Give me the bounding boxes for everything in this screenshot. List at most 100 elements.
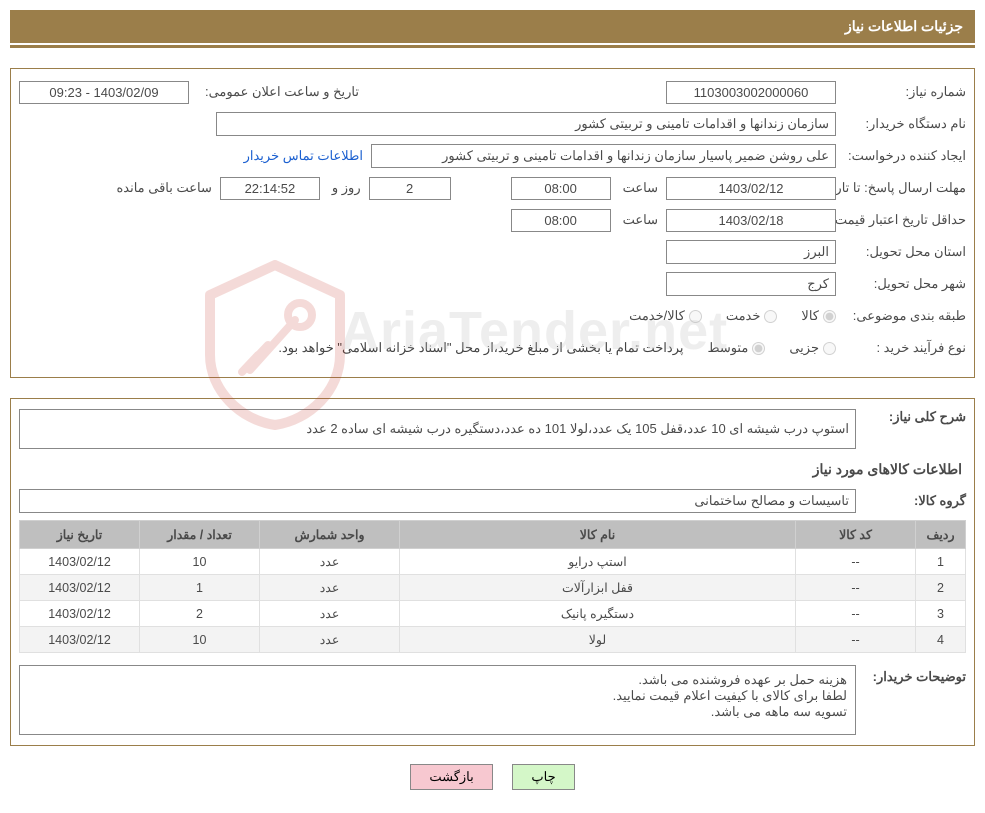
row-buyer-org: نام دستگاه خریدار: سازمان زندانها و اقدا… bbox=[19, 111, 966, 137]
row-price-valid: حداقل تاریخ اعتبار قیمت: تا تاریخ: 1403/… bbox=[19, 207, 966, 233]
value-buyer-org: سازمان زندانها و اقدامات تامینی و تربیتی… bbox=[216, 112, 836, 136]
radio-service-input bbox=[764, 310, 777, 323]
label-need-number: شماره نیاز: bbox=[836, 84, 966, 100]
value-countdown: 22:14:52 bbox=[220, 177, 320, 200]
purchase-note: پرداخت تمام یا بخشی از مبلغ خرید،از محل … bbox=[278, 340, 683, 356]
radio-goods-service[interactable]: کالا/خدمت bbox=[629, 308, 702, 324]
label-city: شهر محل تحویل: bbox=[836, 276, 966, 292]
cell-name: دستگیره پانیک bbox=[400, 601, 796, 627]
radio-medium-input bbox=[752, 342, 765, 355]
cell-date: 1403/02/12 bbox=[20, 601, 140, 627]
value-deadline-time: 08:00 bbox=[511, 177, 611, 200]
buyer-note-line: هزینه حمل بر عهده فروشنده می باشد. bbox=[28, 672, 847, 688]
radio-small-label: جزیی bbox=[789, 340, 819, 356]
value-announce: 1403/02/09 - 09:23 bbox=[19, 81, 189, 104]
label-time-1: ساعت bbox=[619, 180, 658, 196]
cell-code: -- bbox=[796, 601, 916, 627]
radio-goods-service-input bbox=[689, 310, 702, 323]
cell-code: -- bbox=[796, 549, 916, 575]
cell-n: 4 bbox=[916, 627, 966, 653]
label-group: گروه کالا: bbox=[856, 493, 966, 509]
radio-goods-label: کالا bbox=[801, 308, 819, 324]
value-requester: علی روشن ضمیر پاسیار سازمان زندانها و اق… bbox=[371, 144, 836, 168]
cell-qty: 10 bbox=[140, 627, 260, 653]
items-table: ردیف کد کالا نام کالا واحد شمارش تعداد /… bbox=[19, 520, 966, 653]
value-province: البرز bbox=[666, 240, 836, 264]
row-deadline: مهلت ارسال پاسخ: تا تاریخ: 1403/02/12 سا… bbox=[19, 175, 966, 201]
label-buyer-notes: توضیحات خریدار: bbox=[856, 665, 966, 735]
radio-goods-input bbox=[823, 310, 836, 323]
radio-goods-service-label: کالا/خدمت bbox=[629, 308, 685, 324]
radio-small[interactable]: جزیی bbox=[789, 340, 836, 356]
cell-qty: 10 bbox=[140, 549, 260, 575]
radio-goods[interactable]: کالا bbox=[801, 308, 836, 324]
th-row: ردیف bbox=[916, 521, 966, 549]
table-row: 2 -- قفل ابزارآلات عدد 1 1403/02/12 bbox=[20, 575, 966, 601]
th-name: نام کالا bbox=[400, 521, 796, 549]
cell-n: 2 bbox=[916, 575, 966, 601]
label-province: استان محل تحویل: bbox=[836, 244, 966, 260]
label-buyer-org: نام دستگاه خریدار: bbox=[836, 116, 966, 132]
cell-name: قفل ابزارآلات bbox=[400, 575, 796, 601]
link-buyer-contact[interactable]: اطلاعات تماس خریدار bbox=[244, 148, 363, 164]
label-time-2: ساعت bbox=[619, 212, 658, 228]
row-category: طبقه بندی موضوعی: کالا خدمت کالا/خدمت bbox=[19, 303, 966, 329]
buyer-note-line: تسویه سه ماهه می باشد. bbox=[28, 704, 847, 720]
buyer-notes-row: توضیحات خریدار: هزینه حمل بر عهده فروشند… bbox=[19, 665, 966, 735]
buyer-note-line: لطفا برای کالای با کیفیت اعلام قیمت نمای… bbox=[28, 688, 847, 704]
cell-date: 1403/02/12 bbox=[20, 575, 140, 601]
row-group: گروه کالا: تاسیسات و مصالح ساختمانی bbox=[19, 488, 966, 514]
label-deadline: مهلت ارسال پاسخ: تا تاریخ: bbox=[836, 180, 966, 197]
value-price-valid-time: 08:00 bbox=[511, 209, 611, 232]
table-row: 4 -- لولا عدد 10 1403/02/12 bbox=[20, 627, 966, 653]
items-heading: اطلاعات کالاهای مورد نیاز bbox=[19, 461, 962, 478]
th-qty: تعداد / مقدار bbox=[140, 521, 260, 549]
label-requester: ایجاد کننده درخواست: bbox=[836, 148, 966, 164]
table-row: 1 -- استپ درایو عدد 10 1403/02/12 bbox=[20, 549, 966, 575]
cell-unit: عدد bbox=[260, 627, 400, 653]
label-remain: ساعت باقی مانده bbox=[112, 180, 211, 196]
row-province: استان محل تحویل: البرز bbox=[19, 239, 966, 265]
cell-date: 1403/02/12 bbox=[20, 549, 140, 575]
value-price-valid-date: 1403/02/18 bbox=[666, 209, 836, 232]
table-row: 3 -- دستگیره پانیک عدد 2 1403/02/12 bbox=[20, 601, 966, 627]
radio-service-label: خدمت bbox=[726, 308, 761, 324]
row-requester: ایجاد کننده درخواست: علی روشن ضمیر پاسیا… bbox=[19, 143, 966, 169]
cell-qty: 2 bbox=[140, 601, 260, 627]
print-button[interactable]: چاپ bbox=[512, 764, 574, 790]
details-section: شرح کلی نیاز: استوپ درب شیشه ای 10 عدد،ق… bbox=[10, 398, 975, 746]
th-date: تاریخ نیاز bbox=[20, 521, 140, 549]
radio-medium[interactable]: متوسط bbox=[707, 340, 765, 356]
label-days-and: روز و bbox=[328, 180, 361, 196]
cell-unit: عدد bbox=[260, 549, 400, 575]
cell-qty: 1 bbox=[140, 575, 260, 601]
value-group: تاسیسات و مصالح ساختمانی bbox=[19, 489, 856, 513]
row-purchase-type: نوع فرآیند خرید : جزیی متوسط پرداخت تمام… bbox=[19, 335, 966, 361]
value-need-number: 1103003002000060 bbox=[666, 81, 836, 104]
table-header-row: ردیف کد کالا نام کالا واحد شمارش تعداد /… bbox=[20, 521, 966, 549]
cell-n: 3 bbox=[916, 601, 966, 627]
radio-service[interactable]: خدمت bbox=[726, 308, 778, 324]
back-button[interactable]: بازگشت bbox=[410, 764, 492, 790]
cell-n: 1 bbox=[916, 549, 966, 575]
page-title-bar: جزئیات اطلاعات نیاز bbox=[10, 10, 975, 43]
radio-small-input bbox=[823, 342, 836, 355]
title-underline bbox=[10, 45, 975, 48]
cell-code: -- bbox=[796, 627, 916, 653]
cell-name: لولا bbox=[400, 627, 796, 653]
label-announce: تاریخ و ساعت اعلان عمومی: bbox=[189, 84, 359, 100]
cell-date: 1403/02/12 bbox=[20, 627, 140, 653]
label-price-valid: حداقل تاریخ اعتبار قیمت: تا تاریخ: bbox=[836, 212, 966, 229]
value-deadline-date: 1403/02/12 bbox=[666, 177, 836, 200]
row-need-number: شماره نیاز: 1103003002000060 تاریخ و ساع… bbox=[19, 79, 966, 105]
cell-unit: عدد bbox=[260, 575, 400, 601]
info-section: شماره نیاز: 1103003002000060 تاریخ و ساع… bbox=[10, 68, 975, 378]
cell-code: -- bbox=[796, 575, 916, 601]
radio-medium-label: متوسط bbox=[707, 340, 748, 356]
page-container: AriaTender.net جزئیات اطلاعات نیاز شماره… bbox=[0, 0, 985, 810]
cell-unit: عدد bbox=[260, 601, 400, 627]
label-desc: شرح کلی نیاز: bbox=[856, 409, 966, 425]
row-desc: شرح کلی نیاز: استوپ درب شیشه ای 10 عدد،ق… bbox=[19, 409, 966, 449]
row-city: شهر محل تحویل: کرج bbox=[19, 271, 966, 297]
page-title: جزئیات اطلاعات نیاز bbox=[845, 18, 963, 34]
